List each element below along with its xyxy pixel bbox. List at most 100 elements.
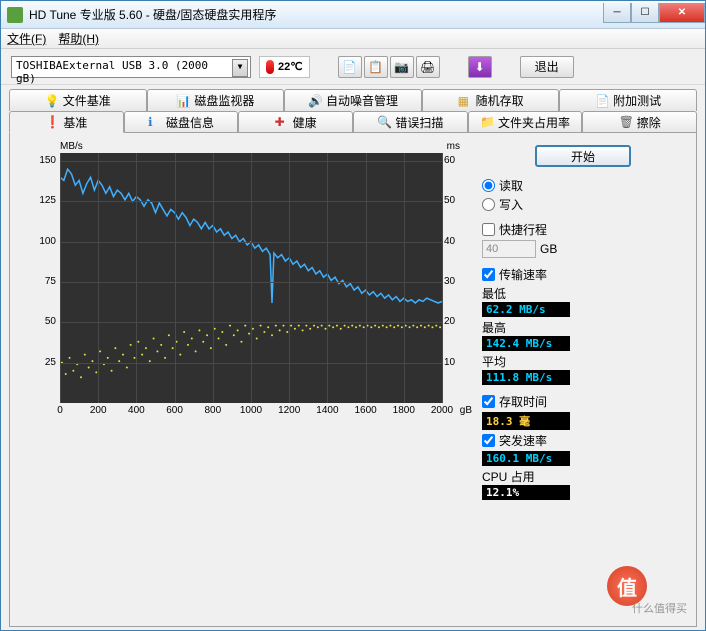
- cpu-label: CPU 占用: [482, 468, 684, 485]
- tab-文件夹占用率[interactable]: 📁文件夹占用率: [468, 111, 583, 133]
- avg-value: 111.8 MB/s: [482, 370, 570, 385]
- tab-label: 健康: [293, 114, 317, 131]
- y-tick-left: 25: [36, 357, 56, 368]
- burst-value: 160.1 MB/s: [482, 451, 570, 466]
- burst-checkbox[interactable]: [482, 434, 495, 447]
- shortstroke-label: 快捷行程: [499, 221, 547, 238]
- results-panel: 开始 读取 写入 快捷行程 GB 传输速率 最低 62.2 MB/s 最高 14…: [482, 145, 684, 614]
- y-tick-right: 10: [444, 357, 458, 368]
- copy-text-button[interactable]: 📄: [338, 56, 362, 78]
- write-label: 写入: [499, 196, 523, 213]
- start-button[interactable]: 开始: [535, 145, 631, 167]
- tab-icon: ▦: [458, 94, 472, 108]
- minimize-button[interactable]: ─: [603, 3, 631, 23]
- watermark-text: 什么值得买: [632, 600, 687, 616]
- tabs: 💡 文件基准 📊磁盘监视器 🔊 自动噪音管理 ▦ 随机存取 📄附加测试 ❗ 基准 ℹ 磁盘信息 ✚ 健康…: [9, 89, 697, 627]
- x-tick: 0: [57, 405, 63, 416]
- tab-content: MB/s ms gB 15012510075502560504030201002…: [9, 133, 697, 627]
- tab-文件基准[interactable]: 💡 文件基准: [9, 89, 147, 111]
- y-axis-left-label: MB/s: [60, 141, 83, 152]
- exit-button[interactable]: 退出: [520, 56, 574, 78]
- tab-icon: 📁: [480, 115, 494, 129]
- temperature-display: 22℃: [259, 56, 310, 78]
- tab-icon: 🔊: [308, 94, 322, 108]
- read-radio[interactable]: [482, 179, 495, 192]
- maximize-button[interactable]: ☐: [631, 3, 659, 23]
- x-axis-unit: gB: [460, 405, 472, 416]
- burst-label: 突发速率: [499, 432, 547, 449]
- x-tick: 1800: [393, 405, 415, 416]
- benchmark-chart: MB/s ms gB 15012510075502560504030201002…: [22, 145, 472, 435]
- drive-select[interactable]: TOSHIBAExternal USB 3.0 (2000 gB): [11, 56, 251, 78]
- titlebar: HD Tune 专业版 5.60 - 硬盘/固态硬盘实用程序 ─ ☐ ✕: [1, 1, 705, 29]
- max-value: 142.4 MB/s: [482, 336, 570, 351]
- x-tick: 2000: [431, 405, 453, 416]
- access-label: 存取时间: [499, 393, 547, 410]
- max-label: 最高: [482, 319, 684, 336]
- x-tick: 400: [128, 405, 145, 416]
- x-tick: 600: [166, 405, 183, 416]
- min-value: 62.2 MB/s: [482, 302, 570, 317]
- tab-icon: ❗: [45, 115, 59, 129]
- tab-label: 擦除: [637, 114, 661, 131]
- tab-基准[interactable]: ❗ 基准: [9, 111, 124, 133]
- tab-磁盘信息[interactable]: ℹ 磁盘信息: [124, 111, 239, 133]
- toolbar-icons-2: ⬇: [468, 56, 492, 78]
- menu-file[interactable]: 文件(F): [7, 30, 46, 47]
- y-tick-right: 60: [444, 155, 458, 166]
- access-value: 18.3 毫: [482, 412, 570, 430]
- tab-label: 基准: [63, 114, 87, 131]
- tab-擦除[interactable]: 🗑擦除: [582, 111, 697, 133]
- toolbar-icons-1: 📄 📋 📷 🖨: [338, 56, 440, 78]
- tab-icon: 📊: [176, 94, 190, 108]
- tab-label: 自动噪音管理: [326, 92, 398, 109]
- watermark: 值 什么值得买: [607, 566, 687, 616]
- tab-icon: ✚: [275, 115, 289, 129]
- x-tick: 1200: [278, 405, 300, 416]
- screenshot-button[interactable]: 📷: [390, 56, 414, 78]
- y-tick-left: 150: [36, 155, 56, 166]
- close-button[interactable]: ✕: [659, 3, 705, 23]
- access-checkbox[interactable]: [482, 395, 495, 408]
- tab-icon: 💡: [45, 94, 59, 108]
- save-button[interactable]: ⬇: [468, 56, 492, 78]
- tab-icon: 🔍: [377, 115, 391, 129]
- transfer-label: 传输速率: [499, 266, 547, 283]
- tab-icon: ℹ: [148, 115, 162, 129]
- gb-unit: GB: [540, 242, 557, 256]
- tab-随机存取[interactable]: ▦ 随机存取: [422, 89, 560, 111]
- tab-label: 磁盘信息: [166, 114, 214, 131]
- write-radio[interactable]: [482, 198, 495, 211]
- app-icon: [7, 7, 23, 23]
- shortstroke-checkbox[interactable]: [482, 223, 495, 236]
- y-tick-left: 50: [36, 316, 56, 327]
- tab-健康[interactable]: ✚ 健康: [238, 111, 353, 133]
- read-label: 读取: [499, 177, 523, 194]
- avg-label: 平均: [482, 353, 684, 370]
- y-tick-right: 30: [444, 276, 458, 287]
- tab-label: 错误扫描: [395, 114, 443, 131]
- copy-data-button[interactable]: 📋: [364, 56, 388, 78]
- menu-help[interactable]: 帮助(H): [58, 30, 99, 47]
- tab-label: 随机存取: [476, 92, 524, 109]
- x-tick: 1400: [316, 405, 338, 416]
- y-tick-right: 40: [444, 236, 458, 247]
- x-tick: 1600: [354, 405, 376, 416]
- y-tick-right: 20: [444, 316, 458, 327]
- temperature-value: 22℃: [278, 60, 303, 73]
- thermometer-icon: [266, 60, 274, 74]
- y-tick-right: 50: [444, 195, 458, 206]
- app-window: HD Tune 专业版 5.60 - 硬盘/固态硬盘实用程序 ─ ☐ ✕ 文件(…: [0, 0, 706, 631]
- x-tick: 1000: [240, 405, 262, 416]
- x-tick: 200: [90, 405, 107, 416]
- tab-错误扫描[interactable]: 🔍 错误扫描: [353, 111, 468, 133]
- menubar: 文件(F) 帮助(H): [1, 29, 705, 49]
- tab-自动噪音管理[interactable]: 🔊 自动噪音管理: [284, 89, 422, 111]
- transfer-checkbox[interactable]: [482, 268, 495, 281]
- gb-input[interactable]: [482, 240, 536, 258]
- tab-磁盘监视器[interactable]: 📊磁盘监视器: [147, 89, 285, 111]
- print-button[interactable]: 🖨: [416, 56, 440, 78]
- tab-label: 文件基准: [63, 92, 111, 109]
- tab-附加测试[interactable]: 📄附加测试: [559, 89, 697, 111]
- y-tick-left: 125: [36, 195, 56, 206]
